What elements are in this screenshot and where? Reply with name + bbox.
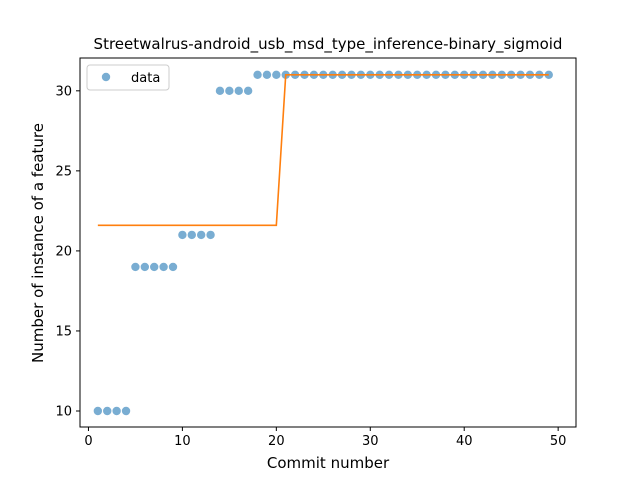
data-point bbox=[178, 230, 187, 240]
y-tick-label: 10 bbox=[55, 404, 72, 419]
data-point bbox=[262, 70, 272, 80]
plot-area bbox=[93, 70, 553, 416]
data-point bbox=[131, 262, 140, 272]
x-axis-label: Commit number bbox=[267, 454, 390, 472]
axes-frame bbox=[79, 57, 577, 428]
legend-label-data: data bbox=[131, 71, 160, 86]
data-point bbox=[121, 406, 131, 416]
y-tick-label: 30 bbox=[55, 84, 72, 99]
x-tick-label: 50 bbox=[550, 434, 567, 449]
data-point bbox=[225, 86, 234, 96]
x-tick-label: 10 bbox=[174, 434, 191, 449]
data-point bbox=[150, 262, 159, 272]
x-tick-label: 40 bbox=[456, 434, 473, 449]
data-point bbox=[159, 262, 168, 272]
data-point bbox=[243, 86, 253, 96]
legend: data bbox=[86, 64, 170, 91]
data-point bbox=[93, 406, 103, 416]
data-point bbox=[206, 230, 215, 240]
x-tick-label: 0 bbox=[84, 434, 92, 449]
data-point bbox=[215, 86, 225, 96]
y-tick-label: 25 bbox=[55, 164, 72, 179]
fitted-line bbox=[97, 74, 549, 227]
data-point bbox=[112, 406, 121, 416]
y-tick-label: 20 bbox=[55, 244, 72, 259]
axes: 0 10 20 30 40 50 10 15 20 25 30 bbox=[55, 57, 577, 449]
data-point bbox=[272, 70, 281, 80]
y-axis-label: Number of instance of a feature bbox=[29, 123, 47, 363]
data-point bbox=[140, 262, 150, 272]
data-point bbox=[253, 70, 262, 80]
data-point bbox=[168, 262, 178, 272]
x-tick-label: 20 bbox=[268, 434, 285, 449]
y-tick-label: 15 bbox=[55, 324, 72, 339]
chart-title: Streetwalrus-android_usb_msd_type_infere… bbox=[94, 35, 563, 54]
x-tick-label: 30 bbox=[362, 434, 379, 449]
legend-marker-data bbox=[101, 72, 111, 82]
data-point bbox=[187, 230, 196, 240]
data-point bbox=[103, 406, 112, 416]
data-point bbox=[196, 230, 206, 240]
data-point bbox=[234, 86, 243, 96]
legend-box bbox=[86, 64, 170, 91]
